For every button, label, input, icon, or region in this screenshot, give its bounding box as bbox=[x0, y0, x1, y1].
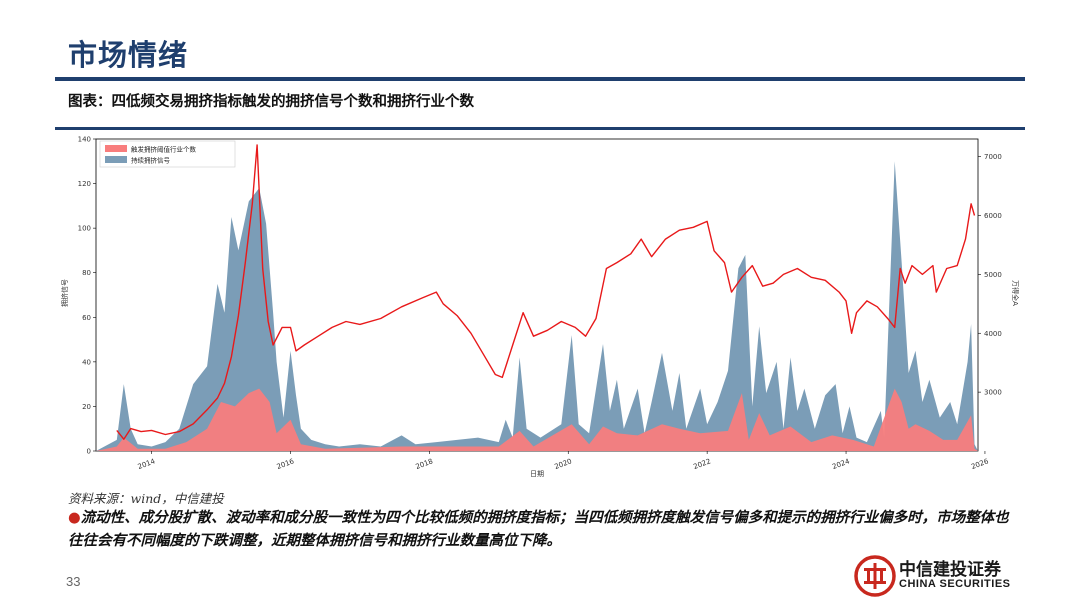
x-tick-label: 2014 bbox=[137, 457, 157, 471]
y-right-tick-label: 5000 bbox=[984, 271, 1002, 279]
figure-caption: 图表：四低频交易拥挤指标触发的拥挤信号个数和拥挤行业个数 bbox=[68, 94, 474, 110]
y-left-tick-label: 0 bbox=[87, 448, 91, 456]
company-logo: 中信建投证券 CHINA SECURITIES bbox=[853, 553, 1033, 599]
y-axis-left-label: 拥挤信号 bbox=[60, 279, 69, 307]
bullet-icon: ● bbox=[68, 509, 81, 526]
y-right-tick-label: 4000 bbox=[984, 330, 1002, 338]
y-left-tick-label: 100 bbox=[78, 225, 91, 233]
y-right-tick-label: 6000 bbox=[984, 212, 1002, 220]
industry-count-area bbox=[96, 388, 978, 451]
title-divider bbox=[55, 77, 1025, 81]
y-left-tick-label: 120 bbox=[78, 180, 91, 188]
x-tick-label: 2022 bbox=[692, 457, 711, 471]
y-left-tick-label: 80 bbox=[82, 269, 91, 277]
legend-label-persist: 持续拥挤信号 bbox=[131, 156, 171, 165]
x-tick-label: 2018 bbox=[415, 457, 434, 471]
x-tick-label: 2016 bbox=[276, 457, 296, 471]
y-left-tick-label: 20 bbox=[82, 403, 91, 411]
x-tick-label: 2020 bbox=[553, 457, 572, 471]
legend-swatch-persist bbox=[105, 156, 127, 163]
legend-label-industry: 触发拥挤阈值行业个数 bbox=[131, 145, 197, 154]
slide-title: 市场情绪 bbox=[68, 38, 189, 72]
legend: 触发拥挤阈值行业个数 持续拥挤信号 bbox=[99, 140, 236, 168]
caption-divider bbox=[55, 127, 1025, 130]
commentary: ●流动性、成分股扩散、波动率和成分股一致性为四个比较低频的拥挤度指标；当四低频拥… bbox=[68, 506, 1018, 552]
y-left-tick-label: 140 bbox=[78, 136, 91, 144]
y-left-tick-label: 40 bbox=[82, 358, 91, 366]
y-axis-right-label: 万得全A bbox=[1011, 280, 1020, 306]
crowding-chart: 0 20 40 60 80 100 120 140 3000 4000 5000 6000 7000 20… bbox=[60, 136, 1020, 479]
x-axis-label: 日期 bbox=[530, 470, 544, 478]
chart-container: 0 20 40 60 80 100 120 140 3000 4000 5000 6000 7000 20… bbox=[55, 133, 1025, 488]
logo-emblem-icon bbox=[854, 555, 896, 597]
logo-text-en: CHINA SECURITIES bbox=[899, 578, 1011, 590]
page-number: 33 bbox=[66, 574, 81, 589]
persist-signal-area bbox=[96, 161, 978, 452]
commentary-text: 流动性、成分股扩散、波动率和成分股一致性为四个比较低频的拥挤度指标；当四低频拥挤… bbox=[68, 509, 1009, 549]
x-tick-label: 2026 bbox=[970, 457, 990, 471]
y-right-tick-label: 7000 bbox=[984, 153, 1002, 161]
y-left-tick-label: 60 bbox=[82, 314, 91, 322]
logo-text-cn: 中信建投证券 bbox=[899, 560, 1001, 580]
index-line bbox=[116, 144, 976, 440]
source-note: 资料来源：wind，中信建投 bbox=[68, 491, 224, 506]
x-tick-label: 2024 bbox=[831, 457, 851, 471]
y-right-tick-label: 3000 bbox=[984, 389, 1002, 397]
legend-swatch-industry bbox=[105, 145, 127, 152]
